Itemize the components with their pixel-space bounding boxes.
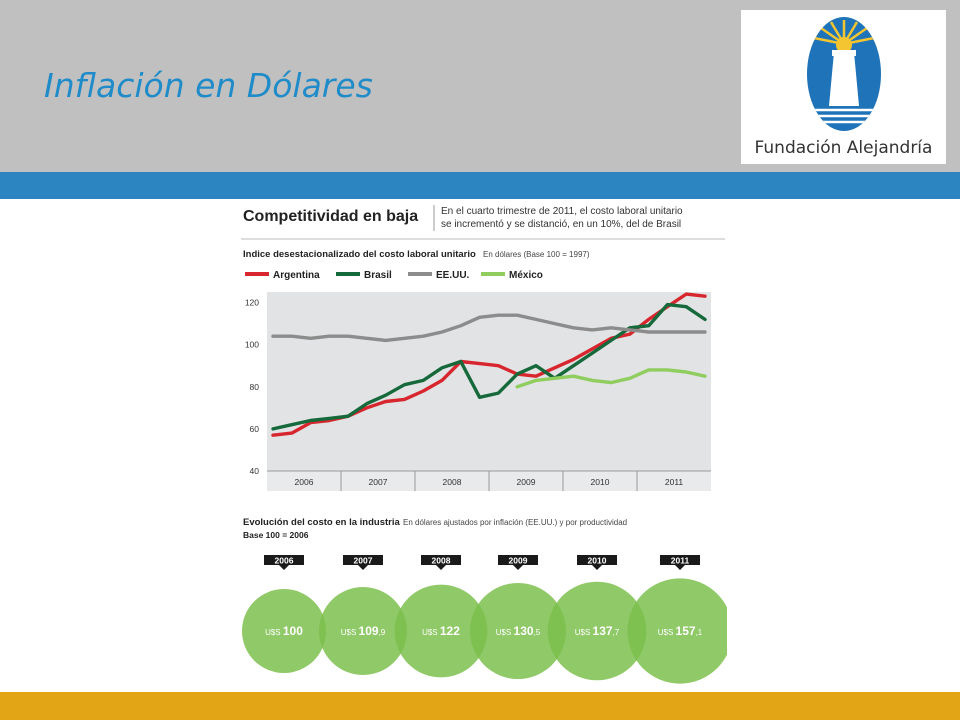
infographic: Competitividad en baja En el cuarto trime… bbox=[237, 199, 727, 689]
line-chart-title: Indice desestacionalizado del costo labo… bbox=[243, 249, 476, 260]
bubble-label-2009: U$S 130,5 bbox=[496, 624, 541, 638]
year-tag-label-2007: 2007 bbox=[354, 556, 373, 566]
summary-line-2: se incrementó y se distanció, en un 10%,… bbox=[441, 219, 681, 230]
year-tag-2007 bbox=[343, 555, 383, 570]
year-tag-2011 bbox=[660, 555, 700, 570]
bubble-chart-title: Evolución del costo en la industria bbox=[243, 517, 400, 528]
infographic-headline: Competitividad en baja bbox=[243, 208, 418, 225]
legend-label-2: Brasil bbox=[364, 270, 392, 281]
bubble-group bbox=[242, 578, 727, 684]
y-tick-label-3: 80 bbox=[250, 382, 260, 392]
x-tick-label-2011: 2011 bbox=[665, 477, 684, 487]
bubble-2011 bbox=[627, 578, 727, 684]
x-tick-label-2007: 2007 bbox=[369, 477, 388, 487]
legend-label-1: Argentina bbox=[273, 270, 320, 281]
year-tag-2008 bbox=[421, 555, 461, 570]
year-tag-label-2010: 2010 bbox=[588, 556, 607, 566]
legend-label-4: México bbox=[509, 270, 543, 281]
series-line-2 bbox=[271, 302, 707, 431]
y-tick-label-4: 100 bbox=[245, 340, 259, 350]
bubble-chart-subtitle: En dólares ajustados por inflación (EE.U… bbox=[403, 518, 627, 527]
lighthouse-logo-icon bbox=[807, 17, 881, 131]
line-chart-subtitle: En dólares (Base 100 = 1997) bbox=[483, 250, 590, 259]
year-tag-label-2008: 2008 bbox=[432, 556, 451, 566]
x-tick-label-2006: 2006 bbox=[295, 477, 314, 487]
bubble-label-2006: U$S 100 bbox=[265, 624, 303, 638]
bubble-2006 bbox=[242, 589, 326, 673]
year-tag-2006 bbox=[264, 555, 304, 570]
year-tag-2010 bbox=[577, 555, 617, 570]
year-tag-label-2009: 2009 bbox=[509, 556, 528, 566]
x-tick-label-2010: 2010 bbox=[591, 477, 610, 487]
logo-text: Fundación Alejandría bbox=[754, 138, 933, 158]
bubble-label-2008: U$S 122 bbox=[422, 624, 460, 638]
bubble-2009 bbox=[470, 583, 566, 679]
bubble-label-2011: U$S 157,1 bbox=[658, 624, 703, 638]
series-line-3 bbox=[271, 313, 707, 343]
bubble-2008 bbox=[394, 584, 488, 678]
bubble-2007 bbox=[319, 587, 407, 675]
bubble-2010 bbox=[547, 581, 647, 681]
bubble-label-2010: U$S 137,7 bbox=[575, 624, 620, 638]
y-tick-label-5: 120 bbox=[245, 298, 259, 308]
footer-band bbox=[0, 692, 960, 720]
legend-label-3: EE.UU. bbox=[436, 270, 470, 281]
x-tick-label-2009: 2009 bbox=[517, 477, 536, 487]
slide-title: Inflación en Dólares bbox=[44, 66, 373, 105]
bubble-label-2007: U$S 109,9 bbox=[341, 624, 386, 638]
bubble-chart-base-note: Base 100 = 2006 bbox=[243, 530, 309, 540]
year-tag-label-2011: 2011 bbox=[671, 556, 690, 566]
plot-background bbox=[267, 292, 711, 471]
summary-line-1: En el cuarto trimestre de 2011, el costo… bbox=[441, 206, 683, 217]
year-tag-2009 bbox=[498, 555, 538, 570]
series-line-4 bbox=[515, 368, 707, 389]
y-tick-label-1: 40 bbox=[250, 466, 260, 476]
logo: Fundación Alejandría bbox=[741, 10, 946, 164]
year-tag-label-2006: 2006 bbox=[275, 556, 294, 566]
blue-band bbox=[0, 172, 960, 199]
y-tick-label-2: 60 bbox=[250, 424, 260, 434]
infographic-svg: Competitividad en baja En el cuarto trime… bbox=[241, 205, 727, 684]
x-tick-label-2008: 2008 bbox=[443, 477, 462, 487]
